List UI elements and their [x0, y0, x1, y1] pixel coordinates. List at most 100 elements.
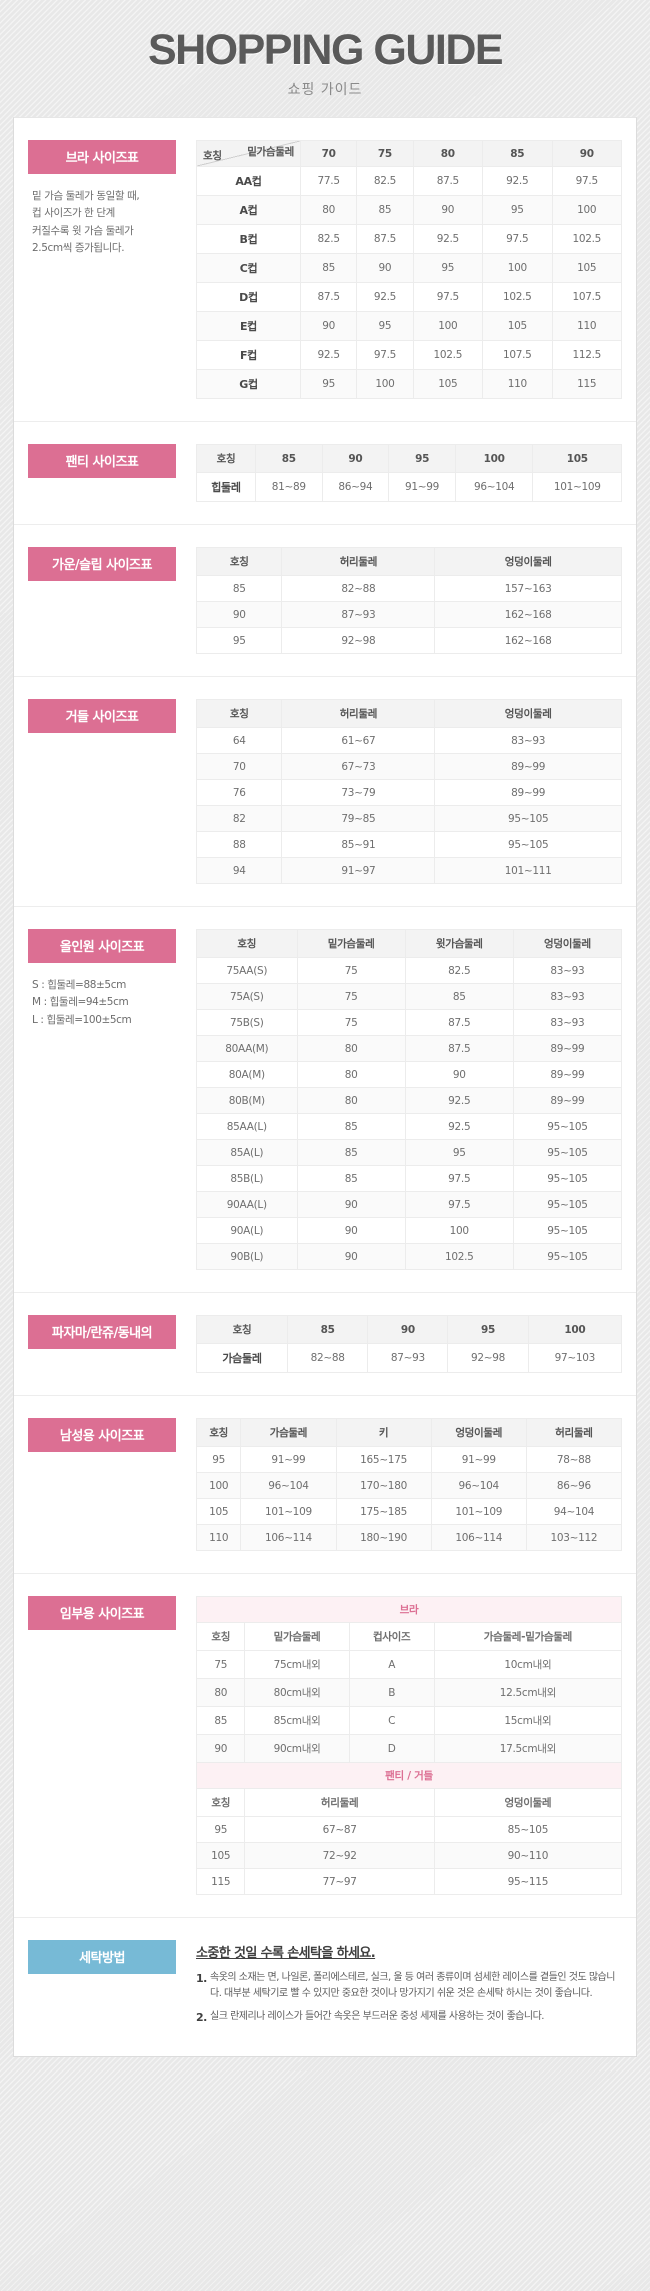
men-col-3: 엉덩이둘레	[430, 1418, 527, 1447]
allinone-cell-10-1: 90	[296, 1217, 406, 1244]
girdle-cell-2-2: 89~99	[434, 779, 622, 806]
gown-table-head: 호칭 허리둘레 엉덩이둘레	[195, 547, 622, 576]
girdle-table-wrap: 호칭 허리둘레 엉덩이둘레 64 61~67 83~93 70	[195, 699, 622, 884]
allinone-col-3: 엉덩이둘레	[512, 929, 623, 958]
table-row: 64 61~67 83~93	[195, 727, 622, 754]
bra-note-line-4: 2.5cm씩 증가됩니다.	[32, 241, 125, 254]
bra-row-label-0: AA컵	[196, 166, 301, 196]
pajama-col-0: 호칭	[196, 1315, 288, 1344]
panty-size-table: 호칭 85 90 95 100 105 힙둘레 81~89 86~94	[196, 444, 622, 502]
bra-cell-1-3: 95	[482, 195, 553, 225]
allinone-cell-8-3: 95~105	[512, 1165, 623, 1192]
bra-size-table: 밑가슴둘레 호칭 70 75 80 85 90 AA컵	[196, 140, 622, 399]
maternity-bra-col-1: 밑가슴둘레	[244, 1622, 350, 1651]
table-row: 가슴둘레 82~88 87~93 92~98 97~103	[196, 1343, 623, 1373]
men-cell-3-4: 103~112	[525, 1524, 623, 1551]
allinone-cell-2-0: 75B(S)	[196, 1009, 298, 1036]
maternity-bra-cell-2-0: 85	[195, 1706, 246, 1735]
bra-corner-top-right: 밑가슴둘레	[247, 146, 294, 158]
page-title: SHOPPING GUIDE	[147, 26, 504, 74]
bra-row-label-1: A컵	[196, 195, 301, 225]
allinone-cell-1-0: 75A(S)	[196, 983, 298, 1010]
gown-col-1: 허리둘레	[281, 547, 436, 576]
table-row: 94 91~97 101~111	[195, 857, 622, 884]
bra-cell-4-1: 92.5	[356, 282, 414, 312]
wash-side: 세탁방법	[28, 1940, 196, 1974]
men-tag: 남성용 사이즈표	[28, 1418, 176, 1452]
table-row: 80 80cm내외 B 12.5cm내외	[195, 1678, 623, 1707]
table-row: 85B(L) 85 97.5 95~105	[196, 1165, 623, 1192]
maternity-bra-cell-1-2: B	[348, 1678, 435, 1707]
bra-row-label-6: F컵	[196, 340, 301, 370]
bra-row-label-5: E컵	[196, 311, 301, 341]
men-cell-2-2: 175~185	[335, 1498, 432, 1525]
table-row: 85A(L) 85 95 95~105	[196, 1139, 623, 1166]
table-row: 88 85~91 95~105	[195, 831, 622, 858]
girdle-col-1: 허리둘레	[281, 699, 436, 728]
men-table-body: 95 91~99 165~175 91~99 78~88 100 96~104 …	[195, 1446, 623, 1551]
allinone-col-1: 밑가슴둘레	[296, 929, 406, 958]
list-item: 2. 실크 란제리나 레이스가 들어간 속옷은 부드러운 중성 세제를 사용하는…	[196, 2009, 622, 2027]
maternity-panty-cell-1-1: 72~92	[244, 1842, 435, 1869]
allinone-cell-0-3: 83~93	[512, 957, 623, 984]
allinone-table-wrap: 호칭 밑가슴둘레 윗가슴둘레 엉덩이둘레 75AA(S) 75 82.5 83~…	[196, 929, 623, 1270]
table-row: 105 101~109 175~185 101~109 94~104	[195, 1498, 623, 1525]
allinone-cell-11-1: 90	[296, 1243, 406, 1270]
table-row: F컵 92.5 97.5 102.5 107.5 112.5	[196, 340, 622, 370]
men-cell-3-1: 106~114	[240, 1524, 337, 1551]
bra-col-0: 70	[299, 140, 358, 167]
maternity-panty-header-row: 호칭 허리둘레 엉덩이둘레	[195, 1788, 623, 1817]
men-cell-3-3: 106~114	[430, 1524, 527, 1551]
maternity-bra-cell-0-2: A	[348, 1650, 435, 1679]
allinone-cell-6-3: 95~105	[512, 1113, 623, 1140]
table-row: 110 106~114 180~190 106~114 103~112	[195, 1524, 623, 1551]
panty-col-0: 호칭	[196, 444, 256, 473]
bra-cell-6-0: 92.5	[299, 340, 358, 370]
allinone-col-0: 호칭	[196, 929, 298, 958]
girdle-cell-1-2: 89~99	[434, 753, 622, 780]
panty-cell-0-0: 81~89	[254, 472, 323, 502]
panty-cell-0-2: 91~99	[388, 472, 456, 502]
wash-title: 소중한 것일 수록 손세탁을 하세요.	[196, 1946, 376, 1961]
men-cell-0-3: 91~99	[430, 1446, 527, 1473]
bra-cell-2-4: 102.5	[551, 224, 622, 254]
maternity-bra-cell-1-1: 80cm내외	[244, 1678, 350, 1707]
table-row: 75B(S) 75 87.5 83~93	[196, 1009, 623, 1036]
allinone-cell-1-1: 75	[296, 983, 406, 1010]
panty-col-3: 95	[388, 444, 456, 473]
pajama-col-4: 100	[527, 1315, 623, 1344]
gown-cell-2-0: 95	[195, 627, 283, 654]
wash-item-text-1: 속옷의 소재는 면, 나일론, 폴리에스테르, 실크, 울 등 여러 종류이며 …	[210, 1972, 615, 1999]
wash-tag: 세탁방법	[28, 1940, 176, 1974]
panty-col-1: 85	[254, 444, 323, 473]
allinone-cell-3-0: 80AA(M)	[196, 1035, 298, 1062]
page-header: SHOPPING GUIDE 쇼핑 가이드	[0, 0, 650, 117]
allinone-cell-2-3: 83~93	[512, 1009, 623, 1036]
allinone-cell-10-3: 95~105	[512, 1217, 623, 1244]
panty-table-wrap: 호칭 85 90 95 100 105 힙둘레 81~89 86~94	[196, 444, 622, 502]
table-row: 90B(L) 90 102.5 95~105	[196, 1243, 623, 1270]
section-allinone: 올인원 사이즈표 S : 힙둘레=88±5cm M : 힙둘레=94±5cm L…	[14, 907, 636, 1293]
pajama-tag: 파자마/란쥬/동내의	[28, 1315, 176, 1349]
page-subtitle: 쇼핑 가이드	[287, 82, 363, 98]
table-row: 105 72~92 90~110	[195, 1842, 623, 1869]
allinone-cell-0-1: 75	[296, 957, 406, 984]
allinone-note-line-3: L : 힙둘레=100±5cm	[32, 1013, 132, 1026]
table-row: 82 79~85 95~105	[195, 805, 622, 832]
pajama-table-body: 가슴둘레 82~88 87~93 92~98 97~103	[196, 1343, 623, 1373]
allinone-cell-1-2: 85	[404, 983, 514, 1010]
table-row: D컵 87.5 92.5 97.5 102.5 107.5	[196, 282, 622, 312]
bra-side: 브라 사이즈표 밑 가슴 둘레가 동일할 때, 컵 사이즈가 한 단계 커질수록…	[28, 140, 196, 257]
bra-cell-4-4: 107.5	[551, 282, 622, 312]
bra-cell-6-2: 102.5	[412, 340, 484, 370]
allinone-note-line-1: S : 힙둘레=88±5cm	[32, 979, 126, 991]
allinone-table-head: 호칭 밑가슴둘레 윗가슴둘레 엉덩이둘레	[196, 929, 623, 958]
maternity-panty-cell-2-2: 95~115	[433, 1868, 623, 1895]
allinone-cell-0-0: 75AA(S)	[196, 957, 298, 984]
bra-cell-6-3: 107.5	[482, 340, 553, 370]
allinone-cell-6-2: 92.5	[404, 1113, 514, 1140]
allinone-cell-10-0: 90A(L)	[196, 1217, 298, 1244]
gown-header-row: 호칭 허리둘레 엉덩이둘레	[195, 547, 622, 576]
allinone-cell-11-2: 102.5	[404, 1243, 514, 1270]
maternity-bra-col-2: 컵사이즈	[348, 1622, 435, 1651]
